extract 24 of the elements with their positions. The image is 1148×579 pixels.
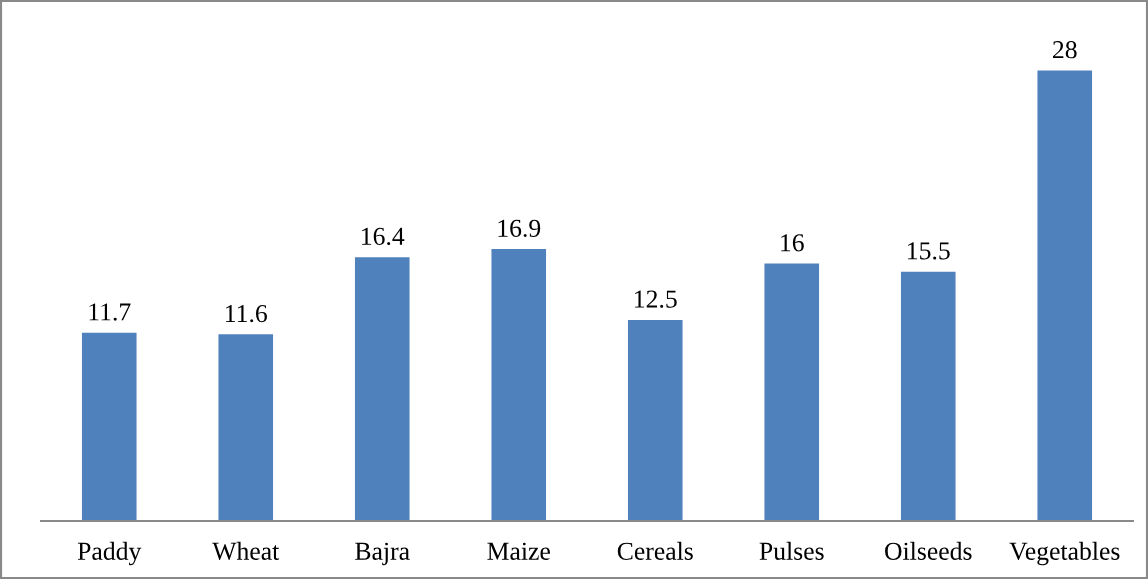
- data-label: 15.5: [908, 242, 950, 260]
- data-label: 16.9: [498, 219, 541, 238]
- data-label: 16.4: [362, 227, 405, 246]
- bar: [81, 332, 137, 521]
- data-label: 11.6: [226, 304, 267, 323]
- bar: [1037, 70, 1093, 521]
- data-label: 16: [781, 234, 804, 252]
- bar: [491, 249, 547, 521]
- x-tick-label: Oilseeds: [885, 541, 972, 560]
- x-tick-label: Maize: [487, 542, 550, 560]
- x-tick-label: Wheat: [212, 541, 280, 561]
- bar: [218, 334, 274, 521]
- x-tick-label: Vegetables: [1009, 541, 1120, 566]
- bar: [764, 263, 820, 521]
- bar: [627, 319, 683, 521]
- data-label: 11.7: [89, 303, 131, 321]
- x-tick-label: Cereals: [617, 541, 693, 560]
- bar: [354, 257, 410, 521]
- data-label: 28: [1053, 41, 1077, 59]
- x-tick-label: Bajra: [355, 542, 410, 566]
- x-tick-label: Pulses: [759, 541, 824, 560]
- data-label: 12.5: [635, 290, 677, 308]
- bar: [900, 271, 956, 521]
- x-tick-label: Paddy: [77, 541, 142, 566]
